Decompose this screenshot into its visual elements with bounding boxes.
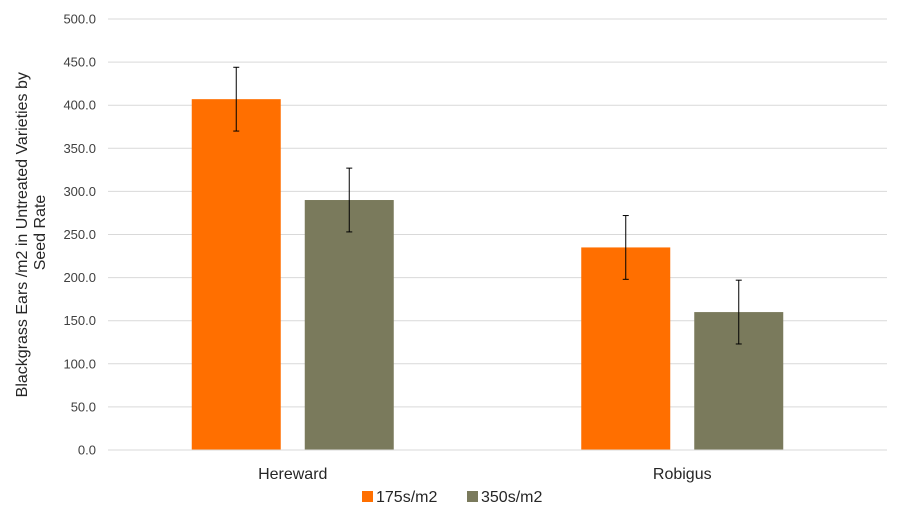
bars — [191, 99, 784, 450]
y-tick-label: 500.0 — [63, 12, 96, 27]
error-bars — [233, 66, 742, 345]
y-axis-title-line-1: Blackgrass Ears /m2 in Untreated Varieti… — [14, 72, 31, 397]
x-category-label: Robigus — [653, 466, 712, 483]
y-tick-label: 300.0 — [63, 184, 96, 199]
legend-swatch — [467, 491, 478, 502]
y-tick-label: 200.0 — [63, 270, 96, 285]
y-tick-label: 450.0 — [63, 55, 96, 70]
y-axis-tick-labels: 0.0 50.0 100.0 150.0 200.0 250.0 300.0 350.0 400… — [63, 12, 96, 458]
legend-label: 350s/m2 — [481, 489, 542, 506]
y-tick-label: 50.0 — [71, 399, 96, 414]
bar-175s/m2-Robigus — [581, 247, 671, 450]
x-axis-category-labels: Hereward Robigus — [258, 466, 712, 483]
legend: 175s/m2 350s/m2 — [362, 489, 542, 506]
legend-swatch — [362, 491, 373, 502]
bar-175s/m2-Hereward — [191, 99, 281, 450]
legend-label: 175s/m2 — [376, 489, 437, 506]
y-tick-label: 0.0 — [78, 443, 96, 458]
x-category-label: Hereward — [258, 466, 327, 483]
y-tick-label: 100.0 — [63, 356, 96, 371]
y-tick-label: 350.0 — [63, 141, 96, 156]
y-tick-label: 150.0 — [63, 313, 96, 328]
y-tick-label: 250.0 — [63, 227, 96, 242]
bar-350s/m2-Hereward — [304, 200, 394, 450]
y-tick-label: 400.0 — [63, 98, 96, 113]
y-axis-title-line-2: Seed Rate — [32, 195, 49, 271]
y-axis-title: Blackgrass Ears /m2 in Untreated Varieti… — [14, 68, 49, 398]
